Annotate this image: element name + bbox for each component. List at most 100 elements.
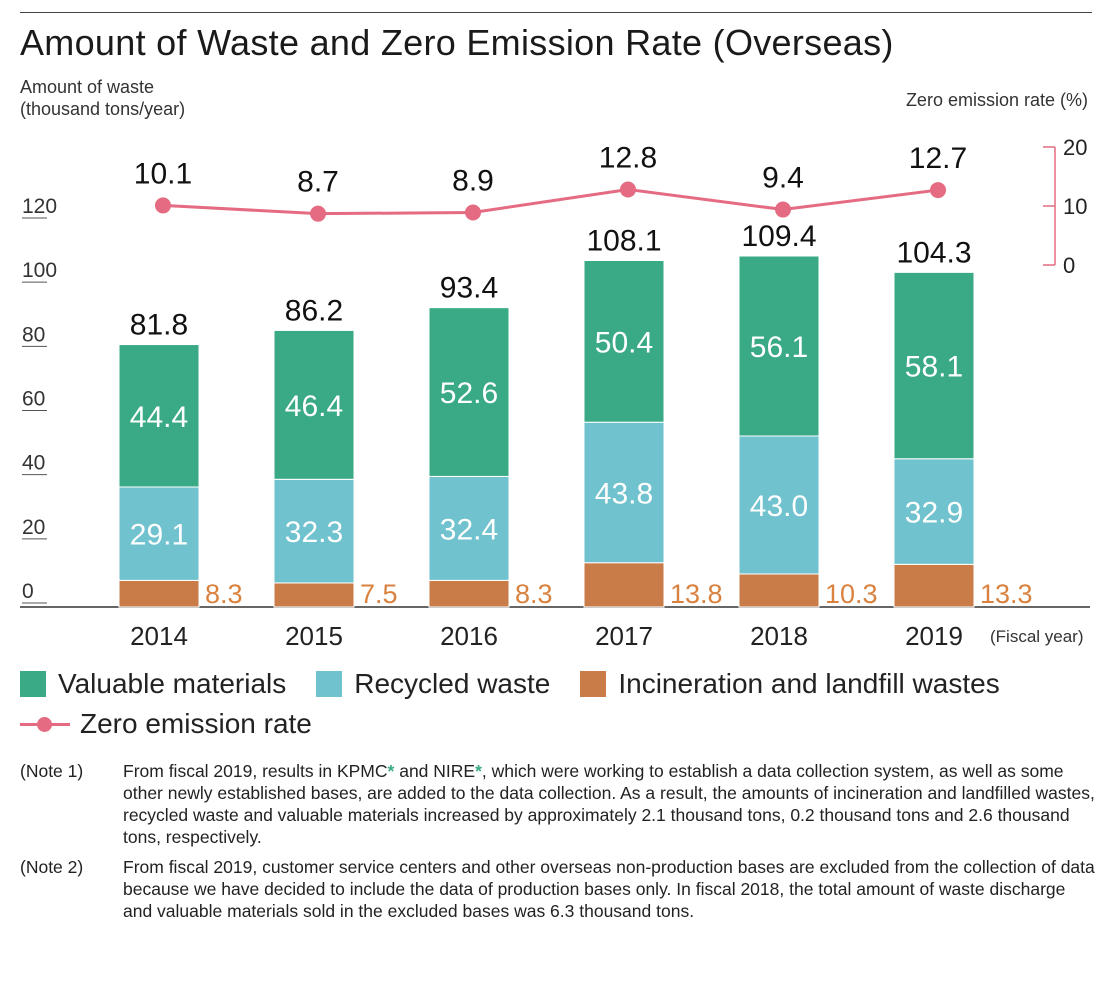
bar-data-label: 32.9	[905, 497, 963, 530]
y-tick-label: 120	[22, 195, 57, 218]
legend-item-recycled: Recycled waste	[316, 668, 550, 700]
recycled-swatch-icon	[316, 671, 343, 697]
top-rule	[20, 12, 1092, 13]
bar-data-label: 52.6	[440, 377, 498, 410]
y-tick-label: 20	[22, 516, 45, 539]
note-2: (Note 2) From fiscal 2019, customer serv…	[20, 856, 1095, 922]
x-tick-label: 2014	[130, 621, 188, 651]
legend: Valuable materials Recycled waste Incine…	[20, 664, 1000, 744]
bar-data-label: 8.3	[205, 579, 243, 609]
bar-segment	[428, 475, 510, 581]
bar-segment	[273, 582, 355, 608]
bar-segment	[738, 255, 820, 437]
nire-asterisk: *	[475, 761, 482, 781]
bar-segment	[738, 573, 820, 608]
zero-emission-label: 8.7	[297, 166, 339, 199]
incineration-swatch-icon	[580, 671, 607, 697]
note-2-label: (Note 2)	[20, 857, 84, 877]
zero-emission-label: 10.1	[134, 157, 192, 190]
y-tick-label: 80	[22, 323, 45, 346]
bar-data-label: 50.4	[595, 326, 653, 359]
bar-segment	[118, 579, 200, 608]
note-2-text: From fiscal 2019, customer service cente…	[123, 857, 1095, 921]
zero-emission-label: 9.4	[762, 162, 804, 195]
bar-data-label: 7.5	[360, 579, 398, 609]
legend-row-line: Zero emission rate	[20, 704, 1000, 744]
note-1-part-a: From fiscal 2019, results in KPMC	[123, 761, 388, 781]
legend-label-incineration: Incineration and landfill wastes	[618, 668, 1000, 699]
bar-segment	[893, 271, 975, 460]
bar-segment	[583, 421, 665, 564]
y-tick-label: 60	[22, 388, 45, 411]
bar-total-label: 109.4	[741, 220, 816, 253]
bar-segment	[428, 579, 510, 608]
waste-chart: 0204060801001208.329.144.481.820147.532.…	[20, 135, 1090, 651]
bar-data-label: 32.3	[285, 516, 343, 549]
bar-data-label: 32.4	[440, 513, 498, 546]
kpmc-asterisk: *	[387, 761, 395, 781]
y-tick-label: 100	[22, 259, 57, 282]
bar-total-label: 86.2	[285, 294, 343, 327]
bar-data-label: 46.4	[285, 390, 343, 423]
bar-segment	[118, 344, 200, 488]
bar-total-label: 108.1	[586, 225, 661, 258]
zero-emission-point	[775, 201, 791, 218]
zero-emission-point	[930, 182, 946, 199]
y-tick-label: 0	[22, 580, 34, 603]
note-1: (Note 1) From fiscal 2019, results in KP…	[20, 760, 1095, 848]
bar-data-label: 8.3	[515, 579, 553, 609]
bar-data-label: 10.3	[825, 579, 878, 609]
y-tick-label: 40	[22, 452, 45, 475]
right-tick-label: 0	[1063, 253, 1075, 278]
bar-total-label: 93.4	[440, 272, 498, 305]
left-axis-title: Amount of waste (thousand tons/year)	[20, 76, 185, 120]
right-tick-label: 20	[1063, 135, 1087, 160]
notes: (Note 1) From fiscal 2019, results in KP…	[20, 760, 1095, 930]
bar-segment	[118, 486, 200, 581]
zero-emission-label: 8.9	[452, 164, 494, 197]
zero-emission-point	[155, 197, 171, 214]
bar-data-label: 43.0	[750, 490, 808, 523]
bar-segment	[738, 435, 820, 575]
bar-segment	[428, 307, 510, 477]
bar-segment	[893, 458, 975, 565]
bar-segment	[893, 563, 975, 608]
note-1-part-c: , which were working to establish a data…	[123, 761, 1095, 847]
zero-emission-point	[620, 181, 636, 198]
bar-segment	[273, 329, 355, 480]
zero-emission-line	[162, 187, 939, 216]
bar-data-label: 13.3	[980, 579, 1033, 609]
bar-data-label: 13.8	[670, 579, 723, 609]
note-1-part-b: and NIRE	[394, 761, 476, 781]
bar-total-label: 81.8	[130, 309, 188, 342]
x-tick-label: 2017	[595, 621, 653, 651]
x-tick-label: 2016	[440, 621, 498, 651]
note-1-text: From fiscal 2019, results in KPMC* and N…	[123, 760, 1095, 848]
bar-data-label: 56.1	[750, 331, 808, 364]
bar-segment	[583, 260, 665, 423]
bar-data-label: 43.8	[595, 477, 653, 510]
legend-label-zero-emission: Zero emission rate	[80, 708, 312, 739]
zero-emission-label: 12.7	[909, 142, 967, 175]
bar-data-label: 44.4	[130, 401, 188, 434]
x-tick-label: 2018	[750, 621, 808, 651]
right-tick-label: 10	[1063, 194, 1087, 219]
legend-item-zero-emission: Zero emission rate	[20, 708, 312, 740]
legend-row-bars: Valuable materials Recycled waste Incine…	[20, 664, 1000, 704]
bar-segment	[583, 562, 665, 608]
bar-total-label: 104.3	[896, 236, 971, 269]
chart-title: Amount of Waste and Zero Emission Rate (…	[20, 22, 894, 63]
bar-data-label: 58.1	[905, 351, 963, 384]
legend-item-valuable: Valuable materials	[20, 668, 286, 700]
legend-item-incineration: Incineration and landfill wastes	[580, 668, 1000, 700]
bar-data-label: 29.1	[130, 519, 188, 552]
line-marker-icon	[20, 711, 70, 737]
legend-label-recycled: Recycled waste	[354, 668, 551, 699]
left-axis-title-line2: (thousand tons/year)	[20, 99, 186, 119]
zero-emission-point	[465, 204, 481, 221]
x-axis-unit: (Fiscal year)	[990, 627, 1084, 646]
note-1-label: (Note 1)	[20, 761, 84, 781]
valuable-swatch-icon	[20, 671, 46, 697]
x-tick-label: 2015	[285, 621, 343, 651]
x-tick-label: 2019	[905, 621, 963, 651]
